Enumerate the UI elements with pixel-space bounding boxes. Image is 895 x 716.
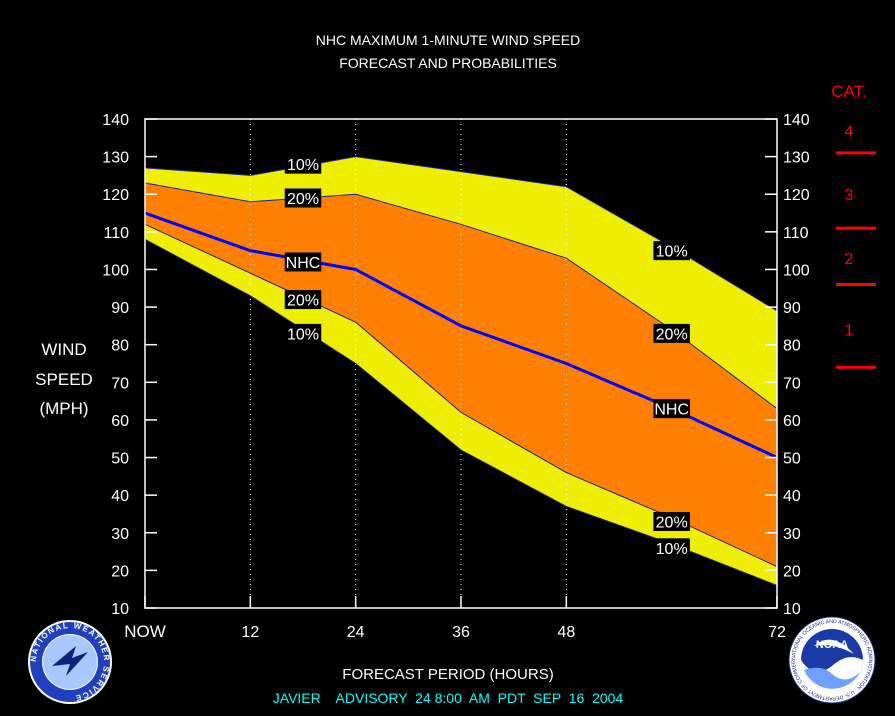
- y-tick-label-right: 110: [783, 225, 809, 242]
- series-label: 20%: [656, 514, 688, 531]
- y-tick-label-left: 90: [111, 300, 129, 317]
- y-tick-label-left: 140: [102, 112, 129, 129]
- plot-area: 10 10 20 20 30 30 40 40 50 50 60 60 70 70 80 80 90 90 100 1…: [102, 112, 810, 641]
- x-tick-label: 48: [557, 624, 575, 641]
- y-tick-label-right: 60: [783, 413, 801, 430]
- series-label-bg: [284, 252, 322, 272]
- y-tick-label-right: 130: [783, 150, 810, 167]
- y-axis-label: WIND SPEED (MPH): [35, 340, 93, 418]
- category-scale: CAT. 4 3 2 1: [831, 82, 876, 369]
- y-tick-label-right: 80: [783, 338, 801, 355]
- y-tick-label-left: 10: [111, 601, 129, 618]
- x-tick-label: 24: [347, 624, 365, 641]
- y-tick-label-left: 110: [103, 225, 129, 242]
- y-tick-label-left: 70: [111, 375, 129, 392]
- y-axis-label-line-2: SPEED: [35, 370, 93, 389]
- y-tick-label-right: 100: [783, 262, 810, 279]
- y-axis-label-line-1: WIND: [41, 340, 86, 359]
- series-label-bg: [653, 511, 690, 531]
- series-label: 20%: [287, 293, 319, 310]
- y-tick-label-left: 40: [111, 488, 129, 505]
- category-label: 1: [845, 323, 854, 340]
- series-labels: 10% 20% NHC 20% 10% 10% 20% NHC 20% 10%: [284, 154, 690, 558]
- y-tick-label-left: 30: [111, 526, 129, 543]
- noaa-bird-icon: [814, 639, 854, 654]
- series-label: 20%: [287, 191, 319, 208]
- category-title: CAT.: [831, 82, 867, 101]
- series-label-bg: [653, 323, 690, 343]
- y-tick-label-left: 50: [111, 451, 129, 468]
- y-tick-label-left: 60: [111, 413, 129, 430]
- lightning-icon: [52, 646, 88, 676]
- y-tick-label-right: 50: [783, 451, 801, 468]
- category-label: 3: [845, 187, 854, 204]
- series-label-bg: [653, 241, 690, 261]
- series-label: 10%: [656, 541, 688, 558]
- nws-logo: NATIONAL WEATHER SERVICE: [28, 620, 112, 704]
- y-tick-label-left: 20: [111, 563, 129, 580]
- series-label-bg: [284, 188, 322, 208]
- category-label: 2: [845, 251, 854, 268]
- series-label: 20%: [656, 326, 688, 343]
- noaa-logo: NOAA NATIONAL OCEANIC AND ATMOSPHERIC AD…: [788, 616, 876, 704]
- series-label: 10%: [656, 244, 688, 261]
- y-tick-label-right: 40: [783, 488, 801, 505]
- series-label-bg: [284, 154, 322, 174]
- series-label: 10%: [287, 157, 319, 174]
- series-label-bg: [653, 538, 690, 558]
- series-label: NHC: [654, 402, 689, 419]
- y-axis-label-line-3: (MPH): [39, 399, 88, 418]
- y-tick-label-right: 120: [783, 187, 810, 204]
- series-label: 10%: [287, 326, 319, 343]
- chart-subtitle: FORECAST AND PROBABILITIES: [339, 55, 557, 71]
- y-axis-ticks: 10 10 20 20 30 30 40 40 50 50 60 60 70 70 80 80 90 90 100 1…: [102, 112, 810, 618]
- series-label-bg: [284, 290, 322, 310]
- x-tick-label: 72: [768, 624, 786, 641]
- x-tick-label: NOW: [124, 622, 166, 641]
- x-tick-label: 12: [241, 624, 259, 641]
- y-tick-label-right: 10: [783, 601, 801, 618]
- x-axis-label: FORECAST PERIOD (HOURS): [342, 666, 553, 683]
- y-tick-label-right: 30: [783, 526, 801, 543]
- y-tick-label-right: 140: [783, 112, 810, 129]
- noaa-logo-text: NOAA: [816, 639, 848, 651]
- category-label: 4: [845, 123, 854, 140]
- x-tick-label: 36: [452, 624, 470, 641]
- y-tick-label-right: 70: [783, 375, 801, 392]
- y-tick-label-left: 80: [111, 338, 129, 355]
- series-label: NHC: [286, 255, 321, 272]
- y-tick-label-right: 20: [783, 563, 801, 580]
- x-axis-ticks: NOW 12 24 36 48 72: [124, 596, 786, 641]
- y-tick-label-left: 120: [102, 187, 129, 204]
- y-tick-label-left: 100: [102, 262, 129, 279]
- series-label-bg: [653, 399, 690, 419]
- y-tick-label-left: 130: [102, 150, 129, 167]
- y-tick-label-right: 90: [783, 300, 801, 317]
- chart-title: NHC MAXIMUM 1-MINUTE WIND SPEED: [316, 32, 580, 48]
- series-label-bg: [284, 323, 322, 343]
- advisory-footer: JAVIER ADVISORY 24 8:00 AM PDT SEP 16 20…: [273, 690, 624, 706]
